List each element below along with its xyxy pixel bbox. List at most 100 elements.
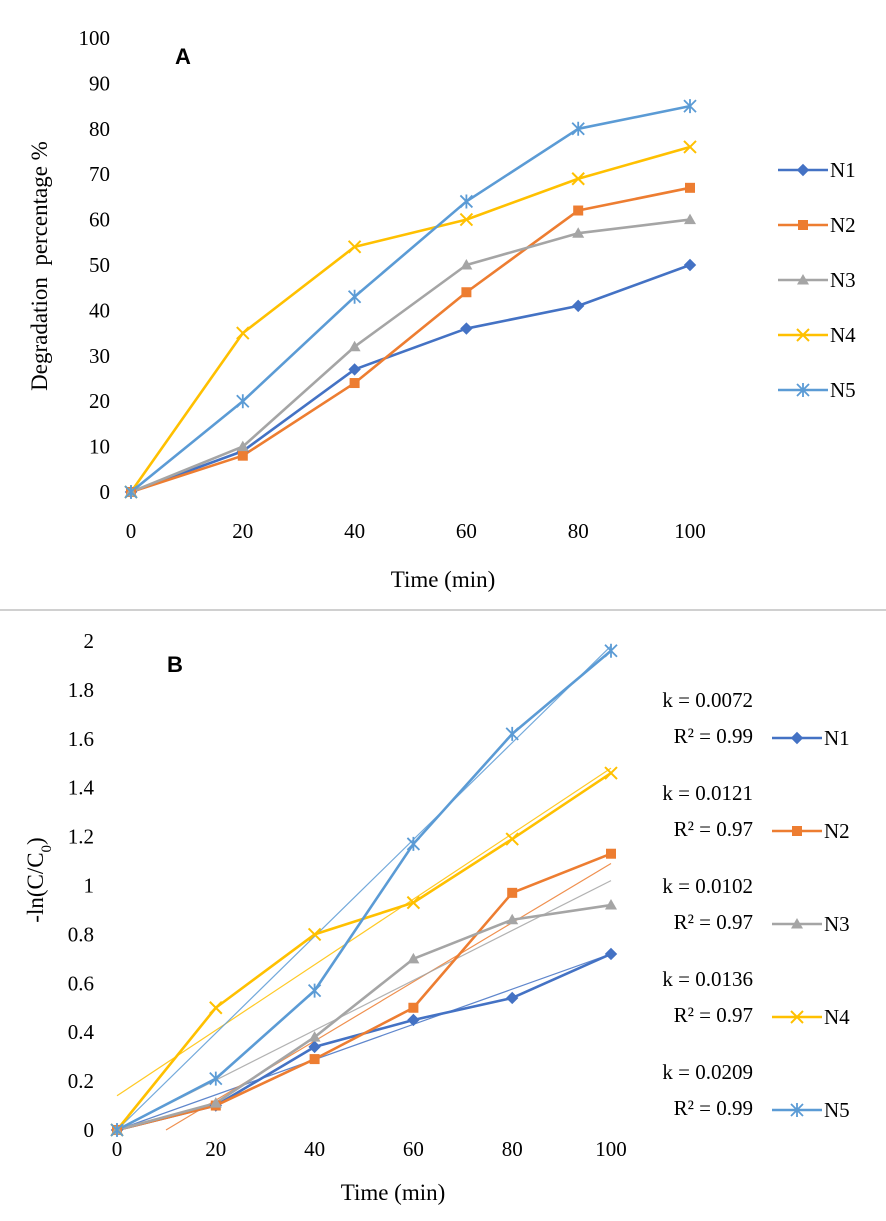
panel-b-data-point-n3: [209, 1097, 222, 1108]
panel-b-data-point-n4: [505, 832, 519, 846]
panel-b-r-squared-n2: R² = 0.97: [674, 817, 753, 841]
panel-b-y-tick-label: 1.2: [68, 825, 94, 849]
panel-a-legend-label-n2: N2: [830, 213, 856, 237]
panel-b-rate-constant-n4: k = 0.0136: [662, 967, 753, 991]
panel-b-data-point-n2: [606, 848, 616, 859]
panel-a-data-point-n5: [236, 394, 250, 409]
panel-b-data-point-n1: [308, 1040, 321, 1054]
panel-a-x-tick-label: 0: [126, 519, 137, 543]
panel-b-trendline-n5: [116, 645, 612, 1131]
panel-b-legend-marker-n4: [790, 1010, 804, 1024]
panel-b-r-squared-n1: R² = 0.99: [674, 724, 753, 748]
panel-b-x-tick-label: 60: [403, 1137, 424, 1161]
panel-a-y-tick-label: 80: [89, 117, 110, 141]
panel-a-data-point-n3: [236, 440, 249, 452]
panel-b-data-point-n5: [307, 983, 322, 998]
panel-a-series-line-n3: [130, 218, 691, 494]
panel-b-legend-marker-n2: [792, 826, 802, 836]
panel-a-data-point-n1: [460, 322, 473, 335]
panel-a-data-point-n1: [348, 363, 361, 376]
panel-a-y-tick-label: 20: [89, 389, 110, 413]
panel-a-data-point-n2: [573, 205, 584, 216]
panel-b-rate-constant-n1: k = 0.0072: [662, 688, 753, 712]
panel-b-legend-label-n5: N5: [824, 1098, 850, 1122]
panel-a-x-tick-label: 40: [344, 519, 365, 543]
panel-a-legend-label-n5: N5: [830, 378, 856, 402]
panel-b-y-tick-label: 0.2: [68, 1069, 94, 1093]
panel-a-legend-marker-n1: [796, 163, 810, 177]
panel-b-data-point-n1: [407, 1013, 420, 1027]
panel-a-legend-label-n3: N3: [830, 268, 856, 292]
panel-b-y-tick-label: 0.4: [68, 1020, 95, 1044]
panel-a-data-point-n5: [347, 289, 362, 304]
panel-a-y-axis-title: Degradation percentage %: [27, 141, 52, 391]
panel-b-y-tick-label: 1.4: [68, 776, 95, 800]
panel-b-data-point-n3: [407, 952, 420, 964]
panel-b-data-point-n3: [506, 913, 519, 925]
panel-a-data-point-n4: [236, 326, 250, 340]
panel-a-series-line-n2: [130, 186, 691, 494]
panel-b-data-point-n5: [406, 836, 421, 851]
panel-a-y-tick-label: 50: [89, 253, 110, 277]
panel-a-y-tick-label: 100: [79, 26, 111, 50]
panel-b-data-point-n4: [604, 766, 618, 780]
panel-b-data-point-n1: [505, 991, 519, 1005]
panel-b-trendline-n1: [116, 953, 612, 1131]
panel-a-y-tick-label: 30: [89, 344, 110, 368]
panel-b-x-tick-label: 80: [502, 1137, 523, 1161]
panel-b-data-point-n3: [308, 1031, 321, 1042]
panel-a-data-point-n5: [124, 485, 138, 499]
panel-a-data-point-n2: [685, 182, 695, 193]
panel-a-label: A: [175, 44, 191, 69]
panel-a-y-tick-label: 90: [89, 71, 110, 95]
panel-a-data-point-n1: [683, 258, 697, 272]
panel-a-x-tick-label: 20: [232, 519, 253, 543]
panel-b-x-axis-title: Time (min): [341, 1180, 446, 1205]
panel-b-y-tick-label: 0.8: [68, 922, 94, 946]
panel-b-data-point-n5: [209, 1071, 223, 1086]
panel-b-trendline-n4: [116, 767, 612, 1097]
panel-b-y-tick-label: 1: [84, 874, 95, 898]
panel-b-y-tick-label: 0.6: [68, 971, 94, 995]
panel-a-legend-marker-n2: [798, 220, 808, 230]
panel-b-label: B: [167, 652, 183, 677]
panel-b-data-point-n5: [505, 726, 519, 741]
panel-b-r-squared-n4: R² = 0.97: [674, 1003, 753, 1027]
panel-a-data-point-n2: [237, 450, 248, 461]
panel-b-r-squared-n5: R² = 0.99: [674, 1096, 753, 1120]
chart-panel-a: A Time (min) Degradation percentage % 0 1…: [27, 26, 856, 592]
panel-b-y-tick-label: 0: [84, 1118, 95, 1142]
panel-a-data-point-n4: [571, 172, 585, 186]
panel-a-legend-marker-n5: [796, 383, 810, 397]
panel-b-data-point-n5: [604, 643, 618, 658]
panel-a-data-point-n3: [572, 227, 585, 238]
panel-b-legend-label-n3: N3: [824, 912, 850, 936]
panel-a-series-line-n5: [130, 104, 691, 494]
panel-b-x-tick-label: 100: [595, 1137, 627, 1161]
panel-a-data-point-n2: [461, 287, 472, 298]
panel-b-y-tick-label: 2: [84, 629, 95, 653]
panel-a-data-point-n5: [683, 99, 697, 114]
panel-b-rate-constant-n2: k = 0.0121: [662, 781, 753, 805]
panel-b-legend-label-n1: N1: [824, 726, 850, 750]
panel-b-y-tick-label: 1.6: [68, 727, 94, 751]
panel-b-data-point-n2: [507, 887, 518, 898]
panel-a-data-point-n1: [571, 299, 585, 313]
panel-a-data-point-n3: [684, 213, 696, 225]
panel-a-data-point-n4: [347, 240, 362, 254]
panel-a-data-point-n4: [459, 212, 474, 227]
chart-panel-b: B Time (min) -ln(C/C0) 00.20.40.60.811.2…: [23, 629, 850, 1205]
panel-a-series-line-n4: [129, 145, 691, 493]
panel-b-x-tick-label: 40: [304, 1137, 325, 1161]
panel-a-legend-label-n1: N1: [830, 158, 856, 182]
panel-b-data-point-n4: [209, 1001, 223, 1015]
panel-a-legend-marker-n3: [797, 274, 809, 285]
panel-b-data-point-n2: [309, 1054, 320, 1065]
panel-a-y-tick-label: 60: [89, 208, 110, 232]
panel-a-data-point-n2: [349, 378, 360, 389]
panel-b-rate-constant-n5: k = 0.0209: [662, 1060, 753, 1084]
panel-a-y-tick-label: 0: [100, 480, 111, 504]
panel-a-y-tick-label: 70: [89, 162, 110, 186]
panel-b-x-tick-label: 20: [205, 1137, 226, 1161]
panel-a-y-tick-label: 10: [89, 435, 110, 459]
